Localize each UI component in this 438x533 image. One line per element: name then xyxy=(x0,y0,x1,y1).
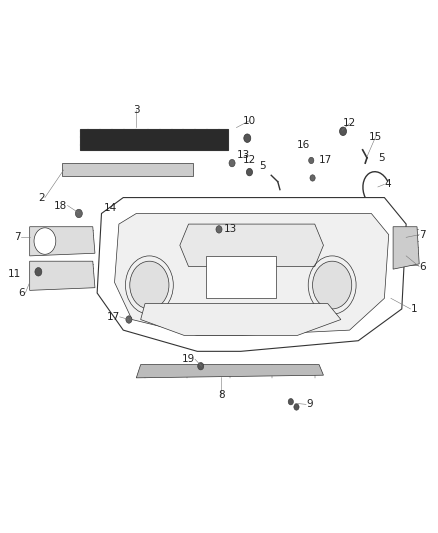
Circle shape xyxy=(198,362,204,370)
Circle shape xyxy=(229,159,235,167)
Circle shape xyxy=(309,157,314,164)
Text: 12: 12 xyxy=(243,156,256,165)
Text: 8: 8 xyxy=(218,390,225,400)
Text: 19: 19 xyxy=(182,354,195,364)
Text: 13: 13 xyxy=(223,224,237,235)
Circle shape xyxy=(244,134,251,142)
Text: 9: 9 xyxy=(306,399,313,409)
Text: 11: 11 xyxy=(8,270,21,279)
Circle shape xyxy=(126,316,132,323)
Text: 1: 1 xyxy=(410,304,417,314)
Circle shape xyxy=(288,399,293,405)
Circle shape xyxy=(313,261,352,309)
PathPatch shape xyxy=(97,198,406,351)
Text: 4: 4 xyxy=(385,179,391,189)
Text: 5: 5 xyxy=(378,153,385,163)
Text: 13: 13 xyxy=(237,150,250,160)
Circle shape xyxy=(130,261,169,309)
Text: 15: 15 xyxy=(369,132,382,142)
Circle shape xyxy=(310,175,315,181)
Text: 3: 3 xyxy=(133,105,140,115)
PathPatch shape xyxy=(115,214,389,335)
PathPatch shape xyxy=(30,227,95,256)
FancyBboxPatch shape xyxy=(206,256,276,298)
PathPatch shape xyxy=(141,304,341,335)
Text: 7: 7 xyxy=(419,230,426,240)
Text: 6: 6 xyxy=(19,288,25,298)
PathPatch shape xyxy=(393,227,419,269)
Circle shape xyxy=(35,268,42,276)
Text: 5: 5 xyxy=(259,161,266,171)
Circle shape xyxy=(34,228,56,254)
Text: 17: 17 xyxy=(106,312,120,322)
Circle shape xyxy=(247,168,253,176)
Circle shape xyxy=(294,404,299,410)
Text: 6: 6 xyxy=(419,262,426,271)
Circle shape xyxy=(339,127,346,135)
Text: 10: 10 xyxy=(243,116,256,126)
Text: 17: 17 xyxy=(319,156,332,165)
Text: 16: 16 xyxy=(297,140,311,150)
Text: 2: 2 xyxy=(38,192,45,203)
PathPatch shape xyxy=(30,261,95,290)
PathPatch shape xyxy=(136,365,323,378)
Circle shape xyxy=(75,209,82,217)
PathPatch shape xyxy=(80,128,228,150)
PathPatch shape xyxy=(180,224,323,266)
PathPatch shape xyxy=(62,163,193,176)
Circle shape xyxy=(216,225,222,233)
Text: 12: 12 xyxy=(343,118,356,128)
Text: 18: 18 xyxy=(54,200,67,211)
Text: 7: 7 xyxy=(14,232,21,243)
Text: 14: 14 xyxy=(103,203,117,213)
